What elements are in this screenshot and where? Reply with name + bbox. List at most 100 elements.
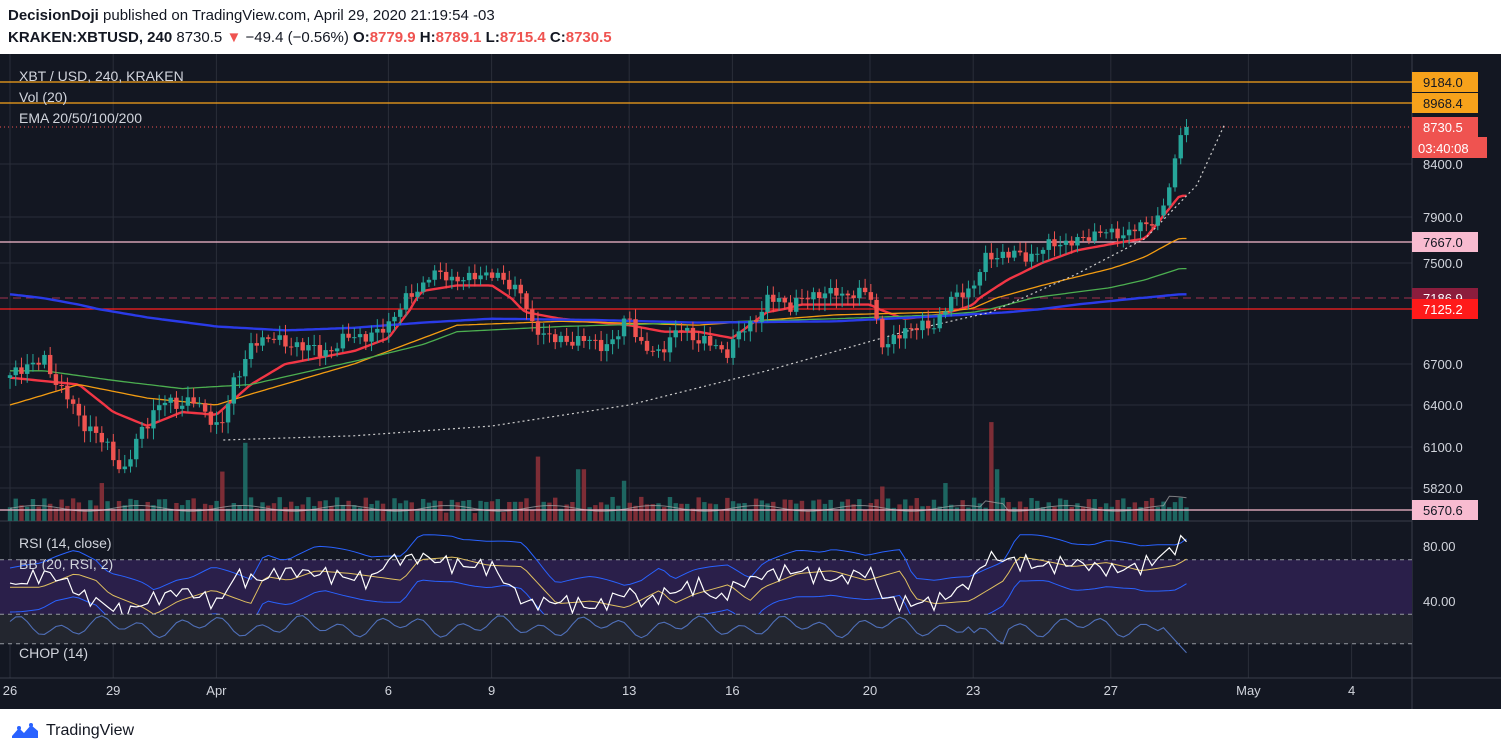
volume-bar — [765, 503, 770, 521]
candle-body — [598, 339, 604, 352]
candle-body — [811, 292, 816, 300]
volume-bar — [989, 422, 994, 521]
volume-bar — [730, 501, 736, 521]
price-axis: 8400.0 7900.0 7500.0 6700.0 6400.0 6100.0 5820… — [1412, 72, 1487, 520]
candle-body — [541, 333, 546, 335]
candle-body — [208, 411, 214, 425]
volume-bar — [1138, 506, 1143, 521]
volume-bar — [581, 469, 587, 521]
volume-bar — [839, 501, 845, 521]
candle-body — [53, 374, 59, 385]
author-name[interactable]: DecisionDoji — [8, 7, 99, 24]
candle-body — [862, 287, 868, 293]
volume-bar — [610, 496, 615, 521]
candle-body — [834, 287, 839, 296]
volume-bar — [323, 500, 328, 521]
candle-body — [696, 340, 701, 344]
tradingview-brand[interactable]: TradingView — [46, 722, 135, 739]
volume-bar — [616, 505, 621, 521]
volume-bar — [512, 501, 518, 521]
volume-bar — [880, 486, 885, 521]
symbol-ohlc-line: KRAKEN:XBTUSD, 240 8730.5 ▼ −49.4 (−0.56… — [8, 29, 612, 46]
volume-bar — [202, 503, 208, 521]
candle-body — [443, 271, 449, 281]
candle-body — [197, 403, 202, 405]
candle-body — [202, 403, 208, 412]
volume-bar — [426, 502, 432, 521]
candle-body — [948, 296, 954, 312]
volume-bar — [926, 505, 931, 521]
candle-body — [438, 270, 443, 272]
price-chart[interactable]: 80.00 40.00 8400.0 7900.0 7500.0 6700.0 6400.… — [0, 54, 1501, 709]
price-tick: 7900.0 — [1423, 210, 1463, 225]
last-price: 8730.5 — [176, 29, 223, 46]
price-tag-bg — [1412, 299, 1478, 319]
volume-bar — [862, 509, 868, 521]
volume-bar — [1012, 507, 1017, 521]
volume-bar — [891, 507, 896, 521]
candle-body — [294, 342, 300, 348]
volume-bar — [409, 502, 414, 521]
candle-body — [323, 350, 328, 357]
time-tick: May — [1236, 683, 1261, 698]
candle-body — [357, 334, 363, 338]
candle-body — [225, 403, 231, 423]
candle-body — [352, 337, 357, 339]
volume-bar — [380, 503, 386, 521]
time-tick: 16 — [725, 683, 739, 698]
candle-body — [1052, 239, 1057, 247]
candle-body — [794, 297, 799, 312]
candle-body — [455, 276, 460, 282]
volume-bar — [684, 503, 690, 521]
volume-bar — [300, 504, 305, 521]
volume-bar — [334, 497, 340, 521]
candle-body — [386, 321, 391, 333]
low-value: 8715.4 — [499, 29, 546, 46]
candle-body — [885, 344, 891, 348]
volume-bar — [352, 505, 357, 521]
candle-body — [771, 294, 776, 302]
time-tick: 27 — [1104, 683, 1118, 698]
candle-body — [799, 297, 805, 299]
candle-body — [1086, 237, 1092, 241]
candle-body — [340, 333, 346, 349]
tradingview-logo-icon[interactable] — [10, 722, 40, 740]
volume-bar — [346, 500, 351, 521]
candle-body — [1092, 231, 1097, 241]
candle-body — [1149, 224, 1155, 226]
time-tick: 23 — [966, 683, 980, 698]
candle-body — [897, 335, 902, 339]
candle-body — [667, 337, 673, 353]
candle-body — [260, 337, 265, 346]
legend-chop: CHOP (14) — [19, 645, 88, 661]
volume-bar — [948, 504, 954, 521]
close-value: 8730.5 — [565, 29, 612, 46]
volume-bar — [897, 504, 902, 521]
candle-body — [300, 342, 305, 351]
candle-body — [1126, 229, 1132, 236]
volume-bar — [667, 497, 673, 521]
volume-bar — [868, 502, 874, 521]
volume-bar — [329, 505, 334, 521]
volume-bar — [742, 502, 747, 521]
candle-body — [237, 376, 242, 378]
candle-body — [518, 284, 523, 294]
volume-bar — [248, 497, 254, 521]
candle-body — [730, 339, 736, 358]
candle-body — [334, 348, 340, 352]
time-tick: 29 — [106, 683, 120, 698]
candle-body — [908, 328, 914, 330]
candle-body — [122, 466, 127, 470]
candle-body — [616, 336, 621, 340]
candle-body — [179, 405, 185, 409]
candle-body — [633, 319, 638, 338]
candle-body — [920, 320, 925, 331]
candle-body — [581, 336, 587, 341]
volume-bar — [633, 505, 638, 521]
candle-body — [587, 339, 592, 341]
candle-body — [99, 432, 105, 443]
volume-bar — [690, 508, 696, 521]
candle-body — [311, 344, 317, 346]
candle-body — [1035, 253, 1040, 255]
candle-body — [914, 328, 919, 331]
